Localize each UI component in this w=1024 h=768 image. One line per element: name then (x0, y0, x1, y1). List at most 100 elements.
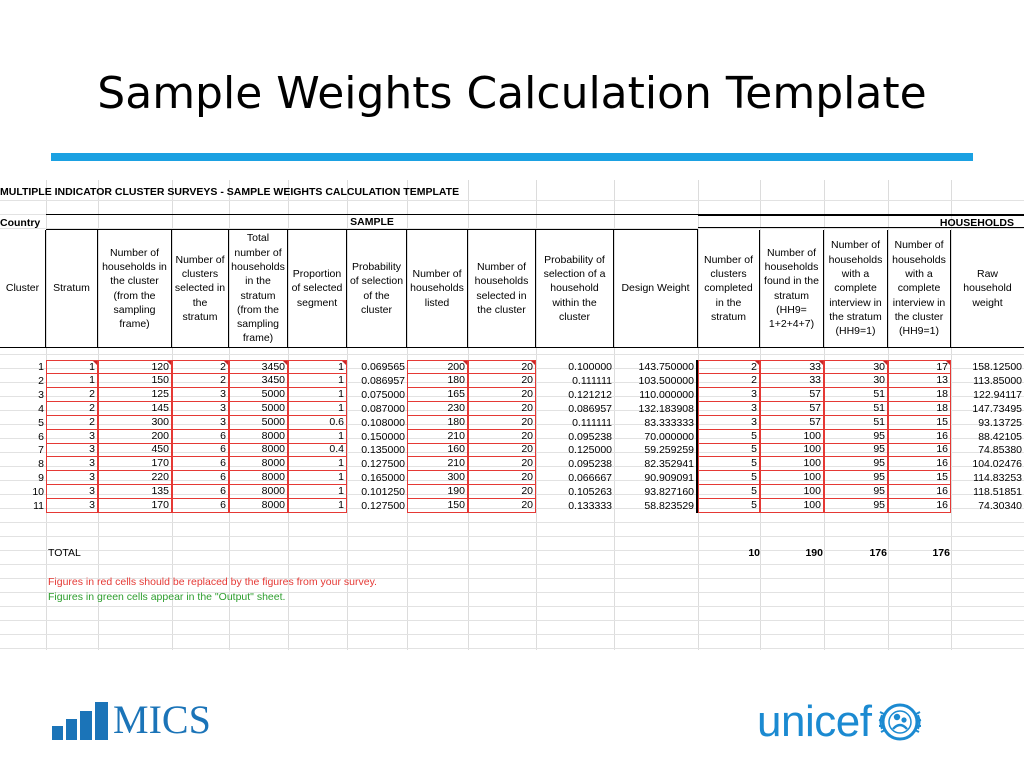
grid-vline (951, 180, 952, 650)
table-cell: 3 (698, 387, 760, 402)
mics-logo: MICS (52, 698, 211, 740)
mics-bar-4 (95, 702, 108, 740)
table-cell: 6 (38, 430, 44, 443)
spreadsheet-image: MULTIPLE INDICATOR CLUSTER SURVEYS - SAM… (0, 180, 1024, 650)
table-row: 2 1 150 2 3450 1 0.086957 180 20 0.111111 103.5000… (0, 373, 1024, 388)
table-cell: 0.066667 (568, 472, 612, 485)
table-cell: 3 (172, 387, 229, 402)
table-cell: 165 (407, 387, 468, 402)
column-header: Probability of selection of the cluster (347, 230, 407, 348)
column-header: Number of households with a complete int… (824, 230, 888, 348)
table-row: 1 1 120 2 3450 1 0.069565 200 20 0.100000 143.7500… (0, 360, 1024, 374)
table-cell: 0.095238 (568, 458, 612, 471)
table-cell: 95 (824, 471, 888, 486)
table-cell: 3 (46, 457, 98, 472)
column-header: Number of households selected in the clu… (468, 230, 536, 348)
table-cell: 59.259259 (614, 443, 698, 458)
table-cell: 180 (407, 373, 468, 388)
table-cell: 5 (698, 429, 760, 444)
table-cell: 57 (760, 415, 824, 430)
column-header: Number of households listed (407, 230, 468, 348)
table-cell: 6 (172, 471, 229, 486)
table-row: 3 2 125 3 5000 1 0.075000 165 20 0.121212 110.0000… (0, 387, 1024, 402)
grid-hline (0, 592, 1024, 593)
table-cell: 118.51851 (973, 486, 1022, 499)
grid-hline (0, 550, 1024, 551)
table-cell: 100 (760, 443, 824, 458)
table-cell: 5 (698, 443, 760, 458)
table-cell: 5 (698, 485, 760, 500)
title-underline (51, 153, 973, 161)
table-cell: 74.85380 (978, 444, 1022, 457)
table-cell: 0.127500 (361, 500, 405, 512)
grid-vline (614, 180, 615, 650)
column-header: Number of households found in the stratu… (760, 230, 824, 348)
total-hh-found: 190 (805, 547, 823, 559)
table-cell: 122.94117 (973, 388, 1022, 401)
table-cell: 1 (38, 361, 44, 373)
grid-hline (0, 536, 1024, 537)
table-cell: 5 (698, 499, 760, 513)
table-cell: 6 (172, 485, 229, 500)
table-cell: 20 (468, 401, 536, 416)
table-cell: 7 (38, 444, 44, 457)
note-green-cells: Figures in green cells appear in the "Ou… (48, 591, 286, 603)
table-cell: 180 (407, 415, 468, 430)
table-cell: 200 (98, 429, 172, 444)
grid-hline (0, 466, 1024, 467)
table-cell: 95 (824, 485, 888, 500)
table-cell: 82.352941 (614, 457, 698, 472)
table-cell: 0.150000 (361, 430, 405, 443)
table-cell: 5 (698, 457, 760, 472)
table-cell: 20 (468, 457, 536, 472)
table-cell: 220 (98, 471, 172, 486)
table-cell: 0.086957 (361, 374, 405, 387)
households-band: HOUSEHOLDS (698, 214, 1024, 229)
table-cell: 100 (760, 457, 824, 472)
table-cell: 16 (888, 429, 951, 444)
table-cell: 0.6 (288, 415, 347, 430)
table-cell: 125 (98, 387, 172, 402)
grid-hline (0, 522, 1024, 523)
table-cell: 2 (172, 360, 229, 374)
table-cell: 20 (468, 485, 536, 500)
table-cell: 30 (824, 360, 888, 374)
table-cell: 6 (172, 499, 229, 513)
column-header: Design Weight (614, 230, 698, 348)
table-cell: 1 (288, 485, 347, 500)
grid-hline (0, 368, 1024, 369)
table-cell: 8000 (229, 499, 288, 513)
table-cell: 110.000000 (614, 387, 698, 402)
table-cell: 170 (98, 499, 172, 513)
table-cell: 5000 (229, 401, 288, 416)
grid-hline (0, 438, 1024, 439)
table-cell: 104.02476 (972, 458, 1022, 471)
table-cell: 210 (407, 457, 468, 472)
column-header: Cluster (0, 230, 46, 348)
table-cell: 18 (888, 401, 951, 416)
column-header: Stratum (46, 230, 98, 348)
table-cell: 120 (98, 360, 172, 374)
total-complete-stratum: 176 (869, 547, 887, 559)
table-cell: 3 (172, 415, 229, 430)
table-cell: 90.909091 (614, 471, 698, 486)
table-cell: 0.108000 (361, 416, 405, 429)
table-cell: 190 (407, 485, 468, 500)
table-cell: 3 (172, 401, 229, 416)
grid-hline (0, 200, 1024, 201)
table-cell: 0.135000 (361, 444, 405, 457)
unicef-emblem-icon (879, 703, 922, 741)
table-cell: 3 (46, 471, 98, 486)
table-cell: 0.127500 (361, 458, 405, 471)
table-cell: 8000 (229, 471, 288, 486)
table-cell: 4 (38, 402, 44, 415)
table-cell: 83.333333 (614, 415, 698, 430)
table-cell: 8000 (229, 429, 288, 444)
table-cell: 20 (468, 471, 536, 486)
grid-hline (0, 508, 1024, 509)
table-cell: 8000 (229, 457, 288, 472)
table-cell: 3 (46, 499, 98, 513)
column-header: Number of clusters completed in the stra… (698, 230, 760, 348)
table-cell: 0.086957 (568, 402, 612, 415)
table-cell: 0.165000 (361, 472, 405, 485)
